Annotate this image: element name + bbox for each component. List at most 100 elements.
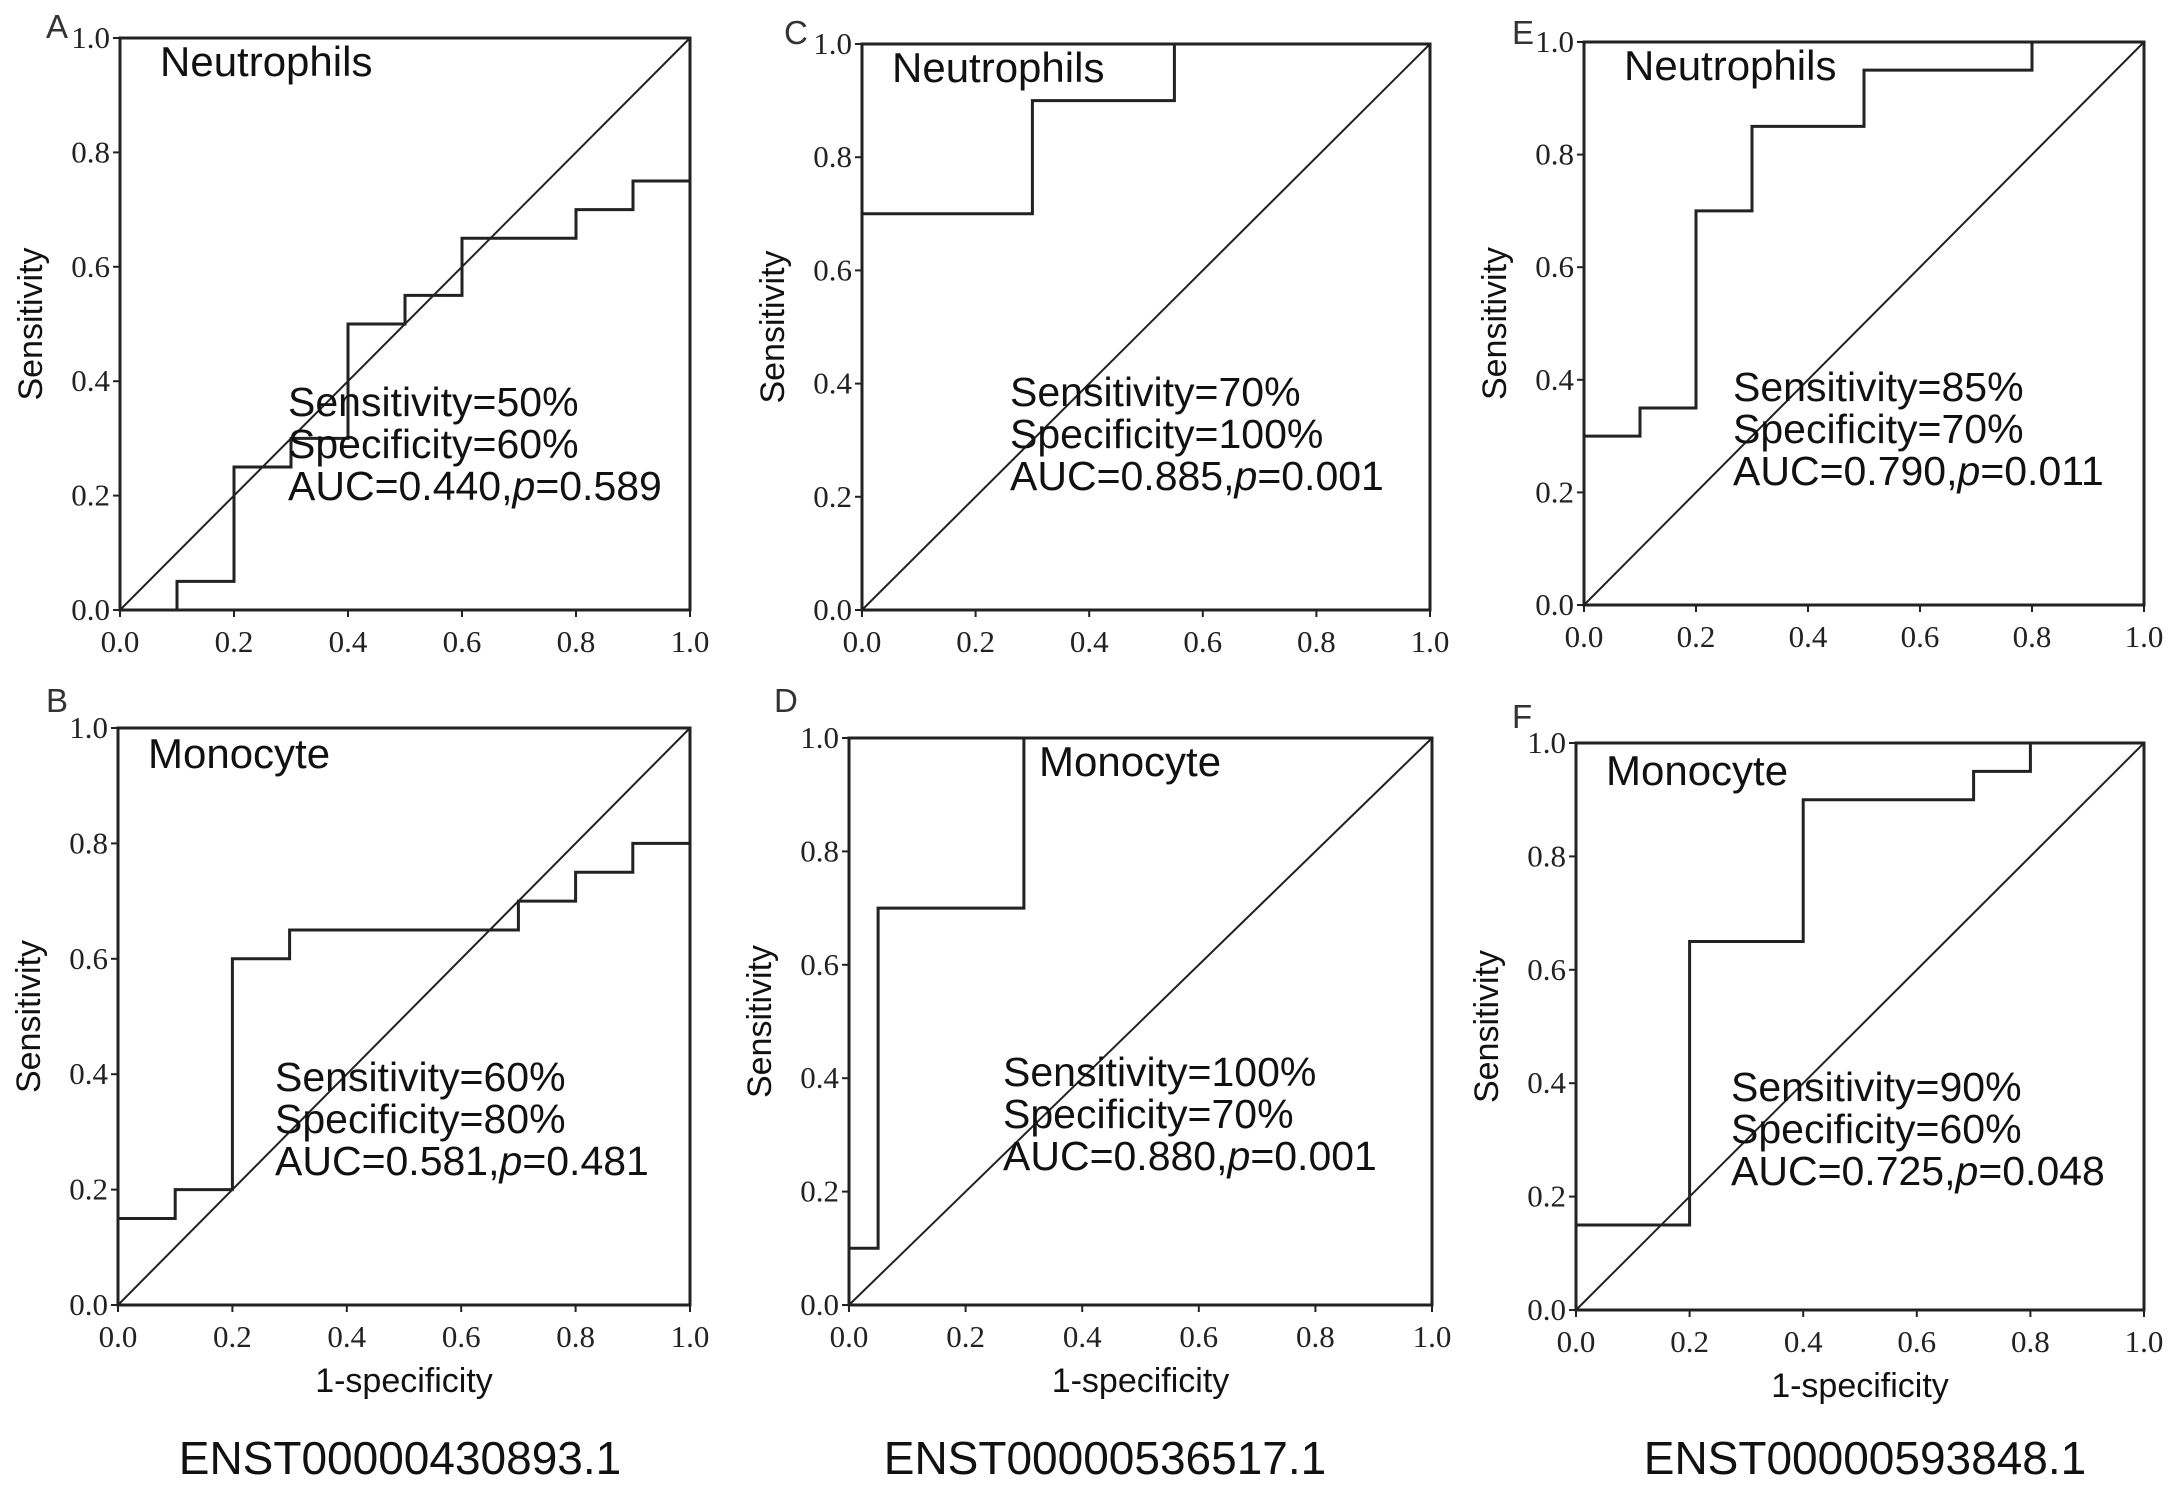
roc-curve <box>1576 743 2032 1227</box>
p-symbol: p <box>1233 453 1258 499</box>
roc-panel-a: A 0.0 0.2 0.4 0.6 0.8 1.0 0.0 0.2 0.4 0.6 0.8 1.0 Sen… <box>12 8 709 659</box>
x-tick-label: 0.4 <box>1789 619 1828 654</box>
x-tick-label: 0.6 <box>1183 624 1222 659</box>
plot-frame <box>1574 741 2146 1312</box>
stat-annotation: Sensitivity=60% <box>275 1054 566 1100</box>
p-value: =0.048 <box>1978 1148 2105 1194</box>
stat-annotation: Specificity=100% <box>1010 411 1323 457</box>
roc-panel-f: F 0.0 0.2 0.4 0.6 0.8 1.0 0.0 0.2 0.4 0.6 0.8 1.0 Sen… <box>1468 698 2163 1405</box>
roc-curve <box>1584 42 2034 438</box>
roc-panel-e: E 0.0 0.2 0.4 0.6 0.8 1.0 0.0 0.2 0.4 0.6 0.8 1.0 Sen… <box>1476 14 2163 654</box>
p-value: =0.001 <box>1250 1133 1377 1179</box>
gene-label: ENST00000536517.1 <box>884 1432 1326 1484</box>
y-tick-label: 0.2 <box>71 478 110 513</box>
x-axis-label: 1-specificity <box>315 1362 493 1400</box>
auc-value: AUC=0.581, <box>275 1138 500 1184</box>
stat-annotation: Sensitivity=70% <box>1010 369 1301 415</box>
roc-panel-b: B 0.0 0.2 0.4 0.6 0.8 1.0 0.0 0.2 0.4 0.6 0.8 1.0 Sen… <box>10 682 709 1400</box>
cell-type-title: Neutrophils <box>160 38 372 85</box>
cell-type-title: Neutrophils <box>1624 42 1836 89</box>
y-tick-label: 0.2 <box>1535 474 1574 509</box>
x-tick-label: 1.0 <box>2125 1324 2164 1359</box>
stat-annotation: Specificity=60% <box>288 421 579 467</box>
cell-type-title: Monocyte <box>148 730 330 777</box>
x-tick-label: 0.6 <box>442 1319 481 1354</box>
stat-annotation: Specificity=60% <box>1731 1106 2022 1152</box>
reference-diagonal <box>1575 742 2145 1311</box>
auc-value: AUC=0.790, <box>1733 448 1958 494</box>
y-tick-label: 0.0 <box>1535 587 1574 622</box>
cell-type-title: Monocyte <box>1039 738 1221 785</box>
auc-annotation: AUC=0.725,p=0.048 <box>1731 1148 2105 1194</box>
auc-annotation: AUC=0.885,p=0.001 <box>1010 453 1384 499</box>
auc-annotation: AUC=0.790,p=0.011 <box>1733 448 2104 494</box>
y-tick-label: 0.4 <box>71 363 110 398</box>
y-tick-label: 0.8 <box>69 825 108 860</box>
y-tick-label: 0.0 <box>1527 1292 1566 1327</box>
gene-label: ENST00000430893.1 <box>179 1432 621 1484</box>
roc-curve <box>118 841 690 1220</box>
y-tick-label: 0.4 <box>69 1056 108 1091</box>
y-axis-label: Sensitivity <box>10 940 48 1093</box>
y-tick-label: 0.6 <box>69 941 108 976</box>
y-tick-label: 0.0 <box>69 1287 108 1322</box>
y-tick-label: 1.0 <box>69 710 108 745</box>
panel-letter: A <box>46 8 68 45</box>
x-tick-label: 0.2 <box>1670 1324 1709 1359</box>
y-tick-label: 0.0 <box>800 1287 839 1322</box>
plot-frame <box>118 36 692 612</box>
stat-annotation: Sensitivity=100% <box>1003 1049 1316 1095</box>
y-tick-label: 0.0 <box>813 592 852 627</box>
x-tick-label: 0.4 <box>1070 624 1109 659</box>
y-tick-label: 0.4 <box>813 366 852 401</box>
x-tick-label: 0.6 <box>443 624 482 659</box>
panel-letter: D <box>774 682 798 719</box>
p-value: =0.011 <box>1980 448 2104 494</box>
x-tick-label: 0.6 <box>1179 1319 1218 1354</box>
p-symbol: p <box>498 1138 523 1184</box>
cell-type-title: Neutrophils <box>892 44 1104 91</box>
y-tick-label: 1.0 <box>800 720 839 755</box>
y-tick-label: 0.6 <box>1527 952 1566 987</box>
stat-annotation: Sensitivity=90% <box>1731 1064 2022 1110</box>
y-tick-label: 0.4 <box>800 1060 839 1095</box>
x-tick-label: 0.2 <box>1677 619 1716 654</box>
y-tick-label: 0.0 <box>71 592 110 627</box>
cell-type-title: Monocyte <box>1606 747 1788 794</box>
x-tick-label: 0.4 <box>329 624 368 659</box>
x-tick-label: 1.0 <box>1413 1319 1452 1354</box>
x-tick-label: 0.0 <box>99 1319 138 1354</box>
x-tick-label: 0.4 <box>327 1319 366 1354</box>
x-tick-label: 0.0 <box>830 1319 869 1354</box>
y-tick-label: 0.6 <box>1535 249 1574 284</box>
p-value: =0.589 <box>535 463 662 509</box>
y-tick-label: 0.6 <box>71 249 110 284</box>
y-tick-label: 0.8 <box>813 139 852 174</box>
stat-annotation: Sensitivity=50% <box>288 379 579 425</box>
p-symbol: p <box>511 463 536 509</box>
roc-curve <box>860 44 1176 610</box>
reference-diagonal <box>861 43 1431 611</box>
x-tick-label: 0.2 <box>215 624 254 659</box>
y-tick-label: 0.4 <box>1535 362 1574 397</box>
y-axis-label: Sensitivity <box>1476 247 1514 400</box>
plot-frame <box>116 726 692 1307</box>
y-tick-label: 0.6 <box>813 252 852 287</box>
y-tick-label: 0.8 <box>800 833 839 868</box>
x-tick-label: 1.0 <box>671 624 710 659</box>
gene-label: ENST00000593848.1 <box>1644 1432 2086 1484</box>
panel-letter: E <box>1512 14 1534 51</box>
x-axis-label: 1-specificity <box>1771 1367 1949 1405</box>
plot-frame <box>847 736 1434 1307</box>
p-symbol: p <box>1954 1148 1979 1194</box>
x-tick-label: 0.8 <box>2013 619 2052 654</box>
roc-curve <box>120 179 690 612</box>
x-tick-label: 0.4 <box>1063 1319 1102 1354</box>
panel-letter: B <box>46 682 68 719</box>
stat-annotation: Specificity=80% <box>275 1096 566 1142</box>
p-value: =0.001 <box>1257 453 1384 499</box>
x-tick-label: 0.8 <box>2011 1324 2050 1359</box>
roc-curve <box>849 738 1026 1250</box>
x-tick-label: 0.6 <box>1897 1324 1936 1359</box>
y-tick-label: 0.2 <box>800 1174 839 1209</box>
